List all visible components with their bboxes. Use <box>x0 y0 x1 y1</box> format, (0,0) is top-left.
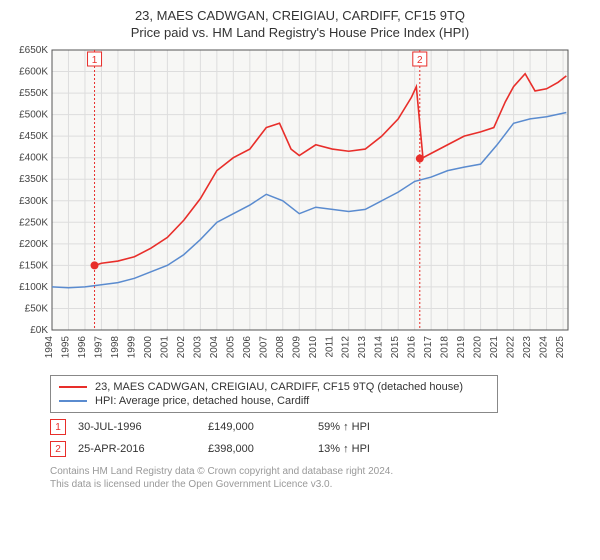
svg-text:£550K: £550K <box>19 88 48 99</box>
svg-text:2009: 2009 <box>291 336 302 359</box>
svg-text:2000: 2000 <box>143 336 154 359</box>
footer-line-2: This data is licensed under the Open Gov… <box>50 478 590 491</box>
svg-text:2015: 2015 <box>390 336 401 359</box>
svg-text:2013: 2013 <box>357 336 368 359</box>
svg-text:1996: 1996 <box>77 336 88 359</box>
svg-text:£250K: £250K <box>19 217 48 228</box>
transaction-price: £149,000 <box>208 421 318 433</box>
legend-label: 23, MAES CADWGAN, CREIGIAU, CARDIFF, CF1… <box>95 381 463 393</box>
transaction-hpi-delta: 59% ↑ HPI <box>318 421 370 433</box>
svg-text:2005: 2005 <box>225 336 236 359</box>
svg-text:2018: 2018 <box>440 336 451 359</box>
transaction-hpi-delta: 13% ↑ HPI <box>318 443 370 455</box>
svg-text:2020: 2020 <box>473 336 484 359</box>
svg-text:2012: 2012 <box>341 336 352 359</box>
svg-text:£300K: £300K <box>19 196 48 207</box>
svg-text:2021: 2021 <box>489 336 500 359</box>
legend: 23, MAES CADWGAN, CREIGIAU, CARDIFF, CF1… <box>50 375 498 413</box>
svg-text:£200K: £200K <box>19 239 48 250</box>
svg-text:2008: 2008 <box>275 336 286 359</box>
svg-text:2024: 2024 <box>539 336 550 359</box>
svg-text:2002: 2002 <box>176 336 187 359</box>
svg-text:1999: 1999 <box>126 336 137 359</box>
transactions: 1 30-JUL-1996£149,00059% ↑ HPI 2 25-APR-201… <box>10 419 590 457</box>
svg-text:£150K: £150K <box>19 260 48 271</box>
svg-text:1995: 1995 <box>60 336 71 359</box>
svg-text:1998: 1998 <box>110 336 121 359</box>
footer-line-1: Contains HM Land Registry data © Crown c… <box>50 465 590 478</box>
legend-swatch <box>59 386 87 388</box>
legend-swatch <box>59 400 87 402</box>
transaction-date: 25-APR-2016 <box>78 443 208 455</box>
svg-text:£400K: £400K <box>19 153 48 164</box>
svg-text:2023: 2023 <box>522 336 533 359</box>
svg-text:£50K: £50K <box>25 303 49 314</box>
svg-text:£100K: £100K <box>19 282 48 293</box>
transaction-date: 30-JUL-1996 <box>78 421 208 433</box>
footer-attribution: Contains HM Land Registry data © Crown c… <box>50 465 590 491</box>
svg-text:1997: 1997 <box>93 336 104 359</box>
svg-text:2003: 2003 <box>192 336 203 359</box>
svg-text:2022: 2022 <box>506 336 517 359</box>
svg-text:1: 1 <box>92 55 98 66</box>
chart-title: 23, MAES CADWGAN, CREIGIAU, CARDIFF, CF1… <box>10 8 590 23</box>
svg-text:2: 2 <box>417 55 423 66</box>
svg-text:£0K: £0K <box>30 325 48 336</box>
svg-text:1994: 1994 <box>44 336 55 359</box>
svg-text:£350K: £350K <box>19 174 48 185</box>
svg-text:2001: 2001 <box>159 336 170 359</box>
svg-text:2007: 2007 <box>258 336 269 359</box>
svg-text:2011: 2011 <box>324 336 335 358</box>
transaction-row: 1 30-JUL-1996£149,00059% ↑ HPI <box>50 419 590 435</box>
svg-text:2004: 2004 <box>209 336 220 359</box>
legend-item: HPI: Average price, detached house, Card… <box>59 394 489 408</box>
svg-text:2014: 2014 <box>374 336 385 359</box>
svg-text:2010: 2010 <box>308 336 319 359</box>
svg-text:£600K: £600K <box>19 67 48 78</box>
svg-text:2006: 2006 <box>242 336 253 359</box>
legend-item: 23, MAES CADWGAN, CREIGIAU, CARDIFF, CF1… <box>59 380 489 394</box>
chart-subtitle: Price paid vs. HM Land Registry's House … <box>10 25 590 40</box>
svg-text:£500K: £500K <box>19 110 48 121</box>
svg-text:2025: 2025 <box>555 336 566 359</box>
transaction-row: 2 25-APR-2016£398,00013% ↑ HPI <box>50 441 590 457</box>
svg-text:2017: 2017 <box>423 336 434 359</box>
transaction-marker-box: 2 <box>50 441 66 457</box>
transaction-marker-box: 1 <box>50 419 66 435</box>
svg-text:2016: 2016 <box>407 336 418 359</box>
svg-text:£650K: £650K <box>19 45 48 56</box>
transaction-price: £398,000 <box>208 443 318 455</box>
price-chart: £0K £50K £100K £150K £200K £250K £300K £350K £40… <box>10 44 590 369</box>
legend-label: HPI: Average price, detached house, Card… <box>95 395 309 407</box>
svg-text:£450K: £450K <box>19 131 48 142</box>
svg-text:2019: 2019 <box>456 336 467 359</box>
